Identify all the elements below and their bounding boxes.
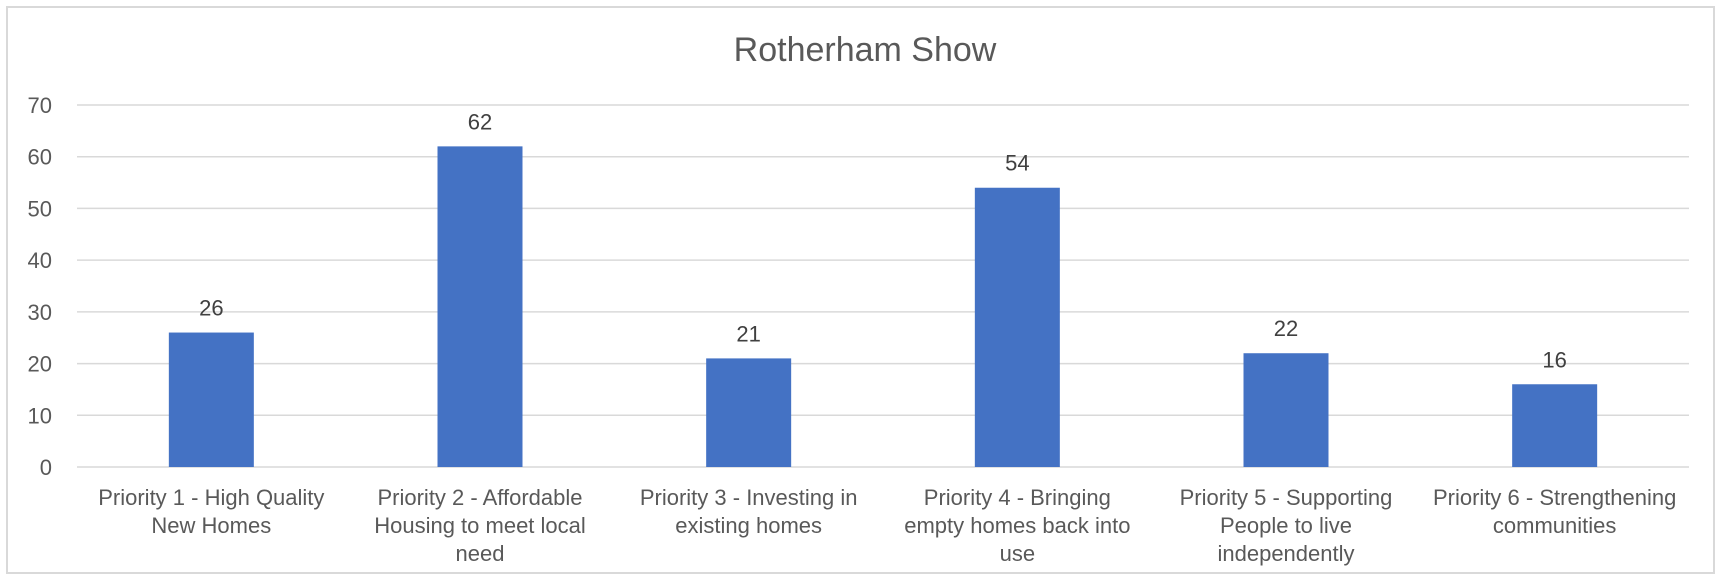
y-tick-label: 20 [28,352,52,377]
category-label-line: People to live [1220,513,1352,538]
category-label-1: Priority 1 - High Quality New Homes [98,485,324,538]
category-label-line: communities [1493,513,1616,538]
category-labels: Priority 1 - High Quality New HomesPriori… [98,485,1676,566]
category-label-line: existing homes [675,513,822,538]
y-axis-ticks: 0 10 20 30 40 50 60 70 [28,93,52,480]
category-label-line: Housing to meet local [374,513,586,538]
y-tick-label: 40 [28,248,52,273]
bar-3 [706,358,792,467]
y-tick-label: 60 [28,145,52,170]
category-label-line: Priority 1 - High Quality [98,485,324,510]
bar-5 [1243,353,1329,467]
category-label-line: Priority 2 - Affordable [377,485,582,510]
bar-4 [974,187,1060,467]
chart-title: Rotherham Show [734,31,997,69]
category-label-line: independently [1217,541,1354,566]
y-tick-label: 0 [40,455,52,480]
data-label-5: 22 [1274,316,1298,341]
category-label-4: Priority 4 - Bringing empty homes back in… [904,485,1130,566]
data-labels: 26 62 21 54 22 16 [199,109,1567,372]
category-label-line: empty homes back into [904,513,1130,538]
category-label-line: use [1000,541,1035,566]
category-label-line: Priority 5 - Supporting [1180,485,1393,510]
category-label-line: Priority 4 - Bringing [924,485,1111,510]
category-label-line: need [456,541,505,566]
y-tick-label: 70 [28,93,52,118]
category-label-3: Priority 3 - Investing in existing homes [640,485,858,538]
data-label-6: 16 [1542,347,1566,372]
chart-frame [6,6,1715,574]
category-label-2: Priority 2 - Affordable Housing to meet l… [374,485,586,566]
gridlines [77,104,1689,468]
data-label-2: 62 [468,109,492,134]
category-label-line: Priority 3 - Investing in [640,485,858,510]
category-label-line: Priority 6 - Strengthening [1433,485,1676,510]
y-tick-label: 30 [28,300,52,325]
data-label-1: 26 [199,296,223,321]
data-label-3: 21 [736,321,760,346]
category-label-6: Priority 6 - Strengthening communities [1433,485,1676,538]
data-label-4: 54 [1005,151,1029,176]
y-tick-label: 10 [28,403,52,428]
bar-6 [1512,384,1598,467]
category-label-5: Priority 5 - Supporting People to live ind… [1180,485,1393,566]
bars [168,146,1598,467]
bar-1 [168,332,254,467]
bar-2 [437,146,523,467]
category-label-line: New Homes [151,513,271,538]
y-tick-label: 50 [28,196,52,221]
